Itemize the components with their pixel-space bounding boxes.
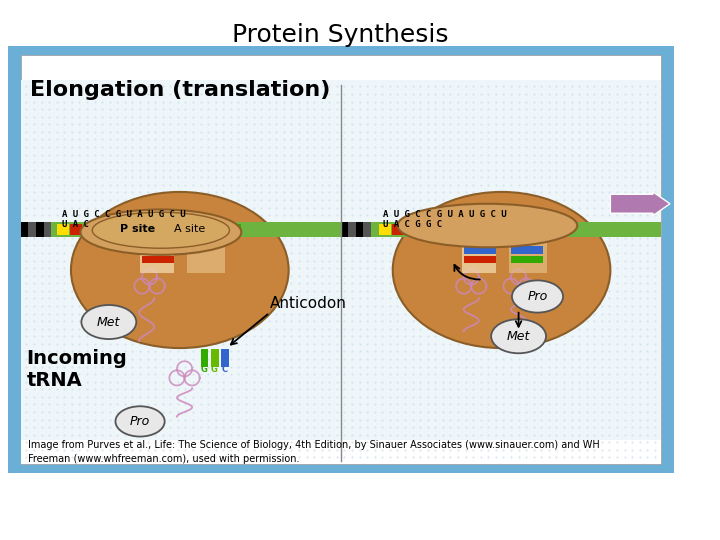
Bar xyxy=(485,224,497,235)
Bar xyxy=(392,224,404,235)
Bar xyxy=(458,224,470,235)
Text: C: C xyxy=(222,365,228,374)
Bar xyxy=(222,349,229,367)
Bar xyxy=(201,349,208,367)
Text: Pro: Pro xyxy=(527,290,548,303)
Bar xyxy=(348,222,356,237)
Ellipse shape xyxy=(392,192,611,348)
Bar xyxy=(364,222,371,237)
Bar xyxy=(28,222,36,237)
Bar xyxy=(21,222,341,237)
Ellipse shape xyxy=(491,319,546,353)
Bar xyxy=(356,222,364,237)
Bar xyxy=(43,222,51,237)
Bar xyxy=(136,224,148,235)
Bar xyxy=(163,224,175,235)
Bar xyxy=(84,224,96,235)
Bar xyxy=(431,224,444,235)
Bar xyxy=(551,224,563,235)
Text: Pro: Pro xyxy=(130,415,150,428)
Text: U A C G G C: U A C G G C xyxy=(383,220,442,229)
Bar xyxy=(96,224,109,235)
Bar xyxy=(462,230,496,273)
Text: G: G xyxy=(211,365,218,374)
Bar xyxy=(379,224,391,235)
Bar xyxy=(464,246,496,254)
Bar xyxy=(509,230,547,273)
Bar xyxy=(21,222,28,237)
Bar xyxy=(524,224,536,235)
Bar xyxy=(189,224,202,235)
Bar xyxy=(511,256,543,264)
Text: U A C: U A C xyxy=(61,220,89,229)
Bar xyxy=(472,224,484,235)
FancyArrow shape xyxy=(611,192,670,215)
Bar xyxy=(150,224,162,235)
Ellipse shape xyxy=(81,305,136,339)
Text: Incoming
tRNA: Incoming tRNA xyxy=(27,349,127,390)
Ellipse shape xyxy=(92,212,230,248)
Text: Met: Met xyxy=(507,330,530,343)
Bar xyxy=(511,224,523,235)
Bar xyxy=(341,222,348,237)
Bar xyxy=(8,46,674,474)
Ellipse shape xyxy=(71,192,289,348)
Ellipse shape xyxy=(81,210,241,255)
Text: G: G xyxy=(201,365,207,374)
Ellipse shape xyxy=(512,280,563,313)
Bar xyxy=(70,224,82,235)
Bar xyxy=(216,224,228,235)
Text: Image from Purves et al., Life: The Science of Biology, 4th Edition, by Sinauer : Image from Purves et al., Life: The Scie… xyxy=(28,440,600,464)
Bar xyxy=(176,224,189,235)
Ellipse shape xyxy=(115,406,165,436)
Bar xyxy=(229,224,241,235)
Text: Met: Met xyxy=(97,315,120,328)
Bar xyxy=(142,246,174,254)
Bar xyxy=(36,222,43,237)
Ellipse shape xyxy=(397,204,577,247)
Bar xyxy=(538,224,550,235)
Bar xyxy=(511,246,543,254)
Bar xyxy=(464,256,496,264)
Bar xyxy=(57,224,69,235)
Bar xyxy=(21,55,660,464)
Bar xyxy=(187,230,225,273)
Bar xyxy=(405,224,418,235)
Bar xyxy=(202,224,215,235)
Bar xyxy=(21,440,660,464)
Bar xyxy=(341,222,660,237)
Text: A U G C C G U A U G C U: A U G C C G U A U G C U xyxy=(383,210,507,219)
Bar xyxy=(140,230,174,273)
Text: Anticodon: Anticodon xyxy=(270,295,346,310)
Bar xyxy=(123,224,135,235)
Text: Protein Synthesis: Protein Synthesis xyxy=(233,23,449,48)
Bar xyxy=(445,224,457,235)
Text: A site: A site xyxy=(174,224,205,234)
Bar xyxy=(498,224,510,235)
Bar xyxy=(21,80,660,464)
Text: A U G C C G U A U G C U: A U G C C G U A U G C U xyxy=(61,210,185,219)
Bar xyxy=(211,349,219,367)
Text: Elongation (translation): Elongation (translation) xyxy=(30,80,330,100)
Bar xyxy=(109,224,122,235)
Text: P site: P site xyxy=(120,224,155,234)
Bar xyxy=(142,256,174,264)
Bar xyxy=(418,224,431,235)
